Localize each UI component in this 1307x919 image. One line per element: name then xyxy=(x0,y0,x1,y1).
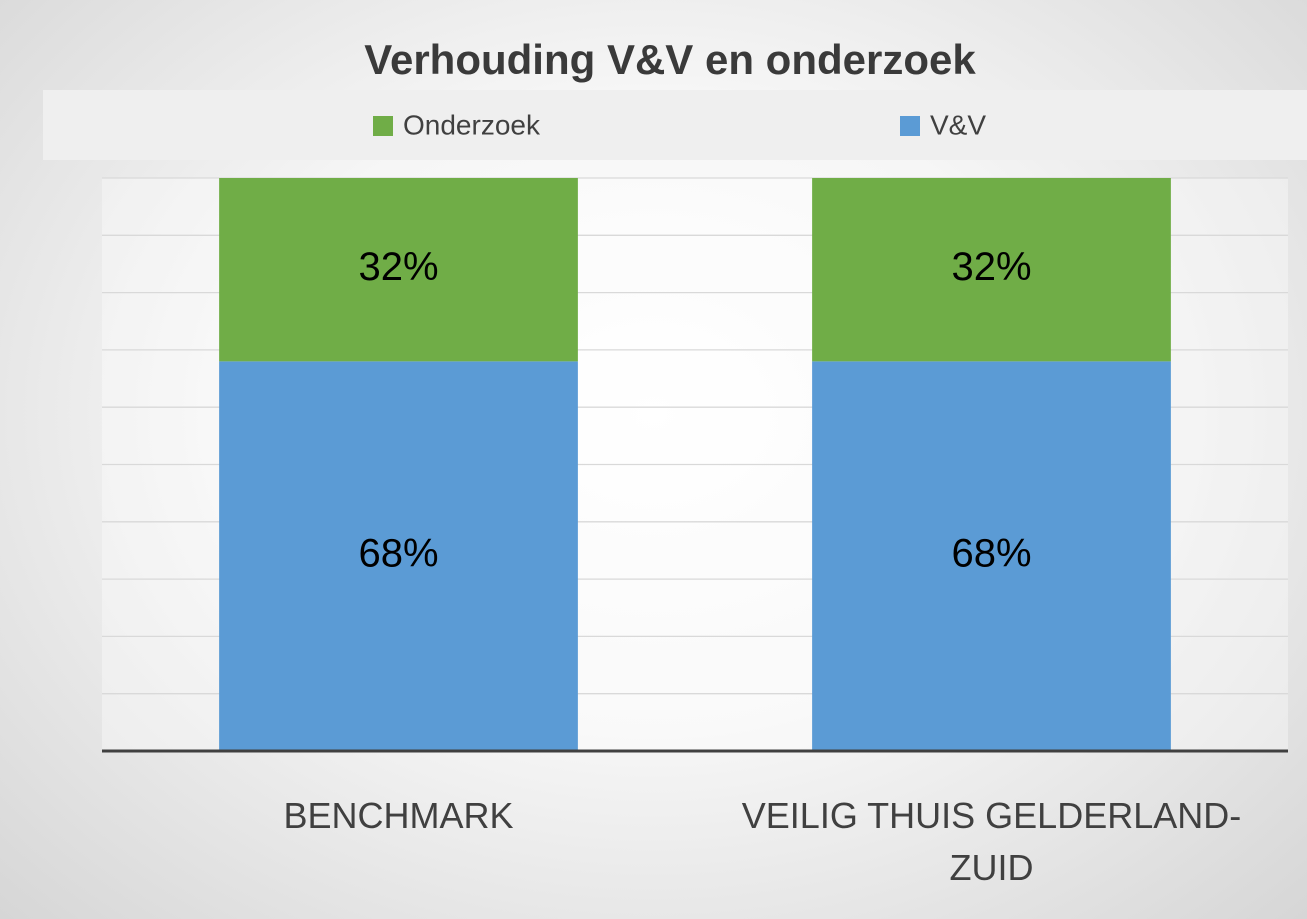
legend-label: V&V xyxy=(930,109,986,140)
value-label: 32% xyxy=(951,245,1031,289)
value-label: 32% xyxy=(358,245,438,289)
x-tick-label: VEILIG THUIS GELDERLAND-ZUID xyxy=(741,795,1242,888)
legend-swatch xyxy=(373,116,393,136)
value-label: 68% xyxy=(951,532,1031,576)
x-tick-label: BENCHMARK xyxy=(283,795,514,836)
bar-segment xyxy=(219,178,578,362)
bar-segment xyxy=(812,178,1171,362)
bar-segment xyxy=(812,361,1171,751)
bar-segment xyxy=(219,361,578,751)
legend-label: Onderzoek xyxy=(403,109,541,140)
legend-swatch xyxy=(900,116,920,136)
chart-title: Verhouding V&V en onderzoek xyxy=(364,36,976,83)
legend-band xyxy=(43,90,1307,160)
value-label: 68% xyxy=(358,532,438,576)
